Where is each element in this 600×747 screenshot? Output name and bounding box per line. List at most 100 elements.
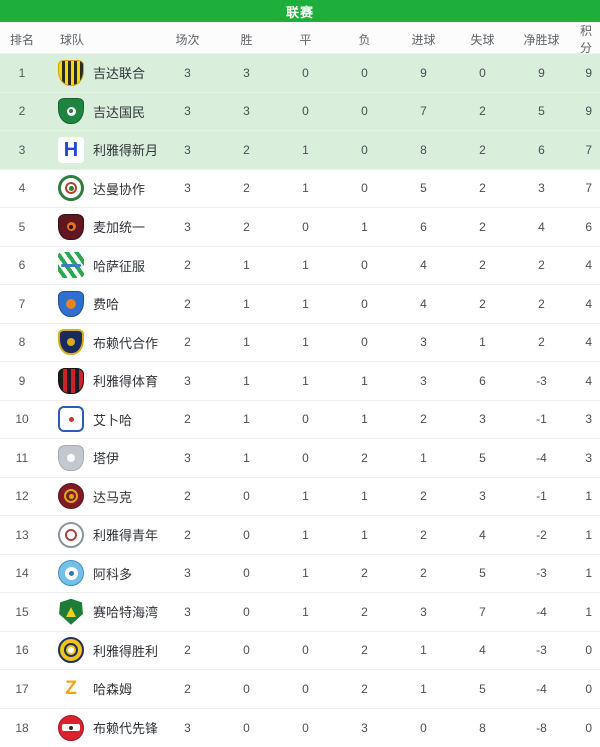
team-logo-al-ittihad — [58, 59, 84, 86]
table-row[interactable]: 2 吉达国民 3 3 0 0 7 2 5 9 — [0, 92, 600, 131]
won-value: 2 — [243, 142, 250, 157]
table-row[interactable]: 17 Z 哈森姆 2 0 0 2 1 5 -4 0 — [0, 670, 600, 709]
points-value: 1 — [585, 604, 592, 619]
drawn-value: 1 — [302, 604, 309, 619]
points-value: 4 — [585, 335, 592, 350]
team-name: 吉达联合 — [93, 66, 146, 82]
table-row[interactable]: 18 布赖代先锋 3 0 0 3 0 8 -8 0 — [0, 708, 600, 747]
table-row[interactable]: 4 达曼协作 3 2 1 0 5 2 3 7 — [0, 169, 600, 208]
goals-against-value: 2 — [479, 219, 486, 234]
points-value: 7 — [585, 142, 592, 157]
won-value: 1 — [243, 450, 250, 465]
team-rank: 16 — [15, 643, 29, 658]
drawn-value: 0 — [302, 65, 309, 80]
table-row[interactable]: 7 费哈 2 1 1 0 4 2 2 4 — [0, 285, 600, 324]
lost-value: 1 — [361, 373, 368, 388]
points-value: 6 — [585, 219, 592, 234]
team-rank: 9 — [18, 373, 26, 388]
goal-diff-value: -4 — [536, 450, 547, 465]
drawn-value: 0 — [302, 219, 309, 234]
team-cell: 达曼协作 — [44, 175, 158, 202]
team-rank: 6 — [18, 258, 26, 273]
team-cell: 艾卜哈 — [44, 406, 158, 433]
col-played: 场次 — [175, 32, 200, 47]
points-value: 4 — [585, 296, 592, 311]
table-row[interactable]: 12 达马克 2 0 1 1 2 3 -1 1 — [0, 477, 600, 516]
won-value: 0 — [243, 720, 250, 735]
team-cell: Z 哈森姆 — [44, 675, 158, 702]
goals-against-value: 4 — [479, 527, 486, 542]
team-rank: 18 — [15, 720, 29, 735]
lost-value: 0 — [361, 258, 368, 273]
played-value: 2 — [184, 335, 191, 350]
table-row[interactable]: 9 利雅得体育 3 1 1 1 3 6 -3 4 — [0, 362, 600, 401]
team-name: 布赖代合作 — [93, 335, 158, 351]
goals-for-value: 1 — [420, 643, 427, 658]
goals-against-value: 4 — [479, 643, 486, 658]
col-goals-against: 失球 — [470, 32, 495, 47]
won-value: 1 — [243, 335, 250, 350]
lost-value: 0 — [361, 104, 368, 119]
lost-value: 2 — [361, 643, 368, 658]
drawn-value: 0 — [302, 643, 309, 658]
goal-diff-value: -4 — [536, 604, 547, 619]
team-name: 利雅得体育 — [93, 374, 158, 390]
table-row[interactable]: 14 阿科多 3 0 1 2 2 5 -3 1 — [0, 554, 600, 593]
team-name: 麦加统一 — [93, 220, 146, 236]
table-row[interactable]: 13 利雅得青年 2 0 1 1 2 4 -2 1 — [0, 516, 600, 555]
table-row[interactable]: 16 利雅得胜利 2 0 0 2 1 4 -3 0 — [0, 631, 600, 670]
goal-diff-value: -3 — [536, 643, 547, 658]
goals-against-value: 1 — [479, 335, 486, 350]
team-logo-al-ahli — [58, 98, 84, 125]
goals-against-value: 3 — [479, 489, 486, 504]
goals-against-value: 5 — [479, 450, 486, 465]
drawn-value: 1 — [302, 181, 309, 196]
goal-diff-value: 4 — [538, 219, 545, 234]
won-value: 0 — [243, 643, 250, 658]
played-value: 2 — [184, 527, 191, 542]
team-rank: 13 — [15, 527, 29, 542]
table-row[interactable]: 11 塔伊 3 1 0 2 1 5 -4 3 — [0, 439, 600, 478]
won-value: 0 — [243, 527, 250, 542]
team-rank: 8 — [18, 335, 26, 350]
points-value: 0 — [585, 720, 592, 735]
team-logo-al-hazem: Z — [58, 675, 84, 702]
standings-body: 1 吉达联合 3 3 0 0 9 0 9 9 2 吉达国民 3 3 0 0 7 … — [0, 54, 600, 747]
won-value: 0 — [243, 566, 250, 581]
goal-diff-value: -2 — [536, 527, 547, 542]
goal-diff-value: -3 — [536, 373, 547, 388]
team-name: 利雅得青年 — [93, 528, 158, 544]
played-value: 3 — [184, 65, 191, 80]
drawn-value: 1 — [302, 335, 309, 350]
team-name: 哈森姆 — [93, 682, 133, 698]
goal-diff-value: 6 — [538, 142, 545, 157]
goal-diff-value: -4 — [536, 681, 547, 696]
goal-diff-value: 5 — [538, 104, 545, 119]
table-row[interactable]: 15 赛哈特海湾 3 0 1 2 3 7 -4 1 — [0, 593, 600, 632]
points-value: 9 — [585, 104, 592, 119]
team-cell: 达马克 — [44, 483, 158, 510]
team-cell: 利雅得胜利 — [44, 637, 158, 664]
team-logo-al-tai — [58, 444, 84, 471]
points-value: 3 — [585, 450, 592, 465]
table-row[interactable]: 8 布赖代合作 2 1 1 0 3 1 2 4 — [0, 323, 600, 362]
team-cell: 赛哈特海湾 — [44, 598, 158, 625]
standings-column-header: 排名 球队 场次 胜 平 负 进球 失球 净胜球 积分 — [0, 22, 600, 55]
goal-diff-value: 2 — [538, 258, 545, 273]
team-logo-al-khaleej — [59, 598, 83, 625]
table-row[interactable]: 5 麦加统一 3 2 0 1 6 2 4 6 — [0, 208, 600, 247]
goals-against-value: 6 — [479, 373, 486, 388]
table-row[interactable]: 10 艾卜哈 2 1 0 1 2 3 -1 3 — [0, 400, 600, 439]
table-row[interactable]: 3 H 利雅得新月 3 2 1 0 8 2 6 7 — [0, 131, 600, 170]
goals-for-value: 3 — [420, 335, 427, 350]
table-row[interactable]: 1 吉达联合 3 3 0 0 9 0 9 9 — [0, 54, 600, 93]
goals-against-value: 5 — [479, 681, 486, 696]
goals-against-value: 2 — [479, 104, 486, 119]
team-cell: 吉达国民 — [44, 98, 158, 125]
goals-against-value: 2 — [479, 142, 486, 157]
played-value: 3 — [184, 566, 191, 581]
goals-against-value: 2 — [479, 296, 486, 311]
table-row[interactable]: 6 哈萨征服 2 1 1 0 4 2 2 4 — [0, 246, 600, 285]
played-value: 2 — [184, 258, 191, 273]
played-value: 3 — [184, 450, 191, 465]
